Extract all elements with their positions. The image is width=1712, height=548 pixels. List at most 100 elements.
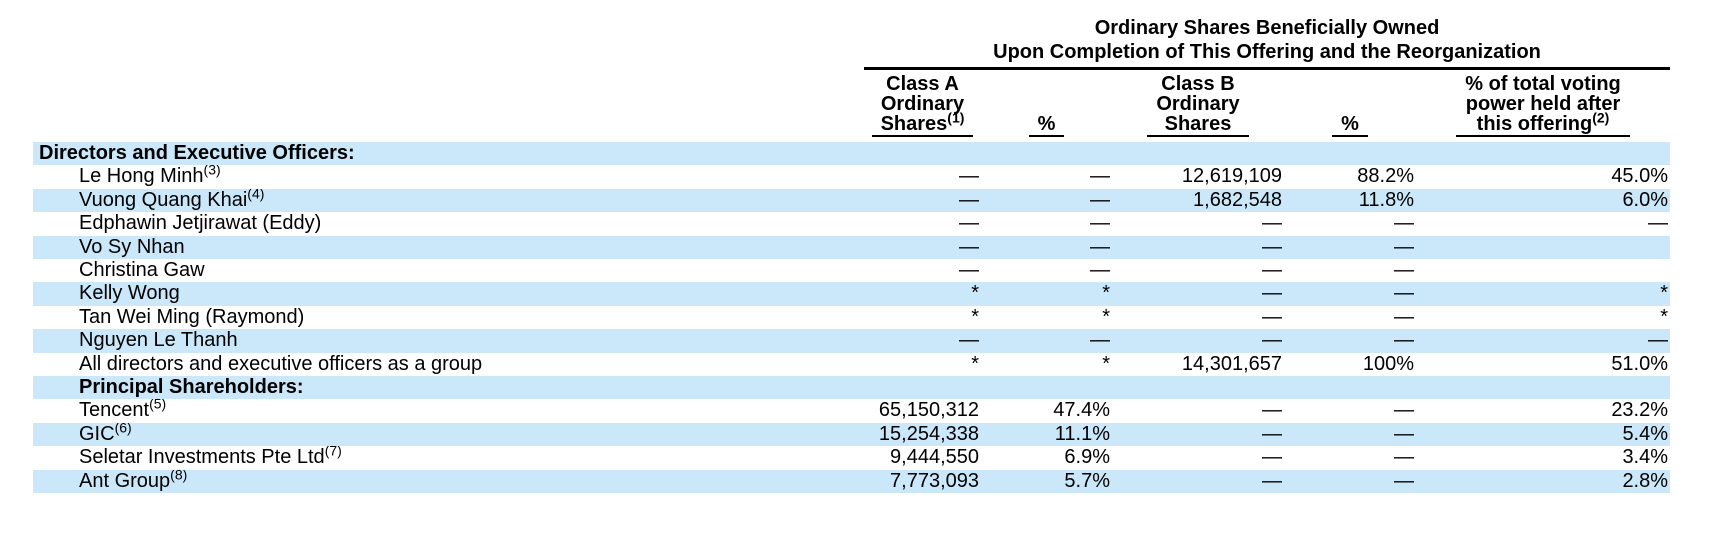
group-header-spacer <box>33 16 864 69</box>
cell-class-b-shares: 1,682,548 <box>1193 188 1282 211</box>
cell-class-a-shares: — <box>959 165 979 188</box>
row-label: Vo Sy Nhan <box>79 235 185 258</box>
footnote-ref-1: (1) <box>947 109 965 126</box>
column-header-class-b-percent: % <box>1284 69 1416 143</box>
row-label-cell: All directors and executive officers as … <box>33 353 864 376</box>
cell-class-b-shares <box>1112 376 1284 399</box>
cell-class-b-shares: — <box>1262 469 1282 492</box>
row-label: Nguyen Le Thanh <box>79 329 238 352</box>
row-label-cell: Edphawin Jetjirawat (Eddy) <box>33 212 864 235</box>
cell-voting-percent: 45.0% <box>1611 165 1669 188</box>
cell-class-a-percent: * <box>1102 305 1110 328</box>
cell-class-b-shares: — <box>1262 282 1282 305</box>
column-header-class-a-shares: Class A Ordinary Shares(1) <box>864 69 981 143</box>
column-header-percent-b-text: % <box>1341 113 1359 135</box>
row-label-cell: Ant Group(8) <box>33 470 864 493</box>
row-label: Christina Gaw <box>79 259 205 282</box>
cell-voting-percent: 51.0% <box>1611 352 1669 375</box>
cell-class-b-percent: — <box>1394 212 1414 235</box>
column-header-voting-power: % of total voting power held after this … <box>1416 69 1670 143</box>
row-label-cell: Vuong Quang Khai(4) <box>33 189 864 212</box>
table-row: Christina Gaw — — — — <box>33 259 1670 282</box>
footnote-ref-2: (2) <box>1592 109 1610 126</box>
cell-class-b-percent: — <box>1394 446 1414 469</box>
table-row: Tencent(5) 65,150,312 47.4% — — 23.2% <box>33 399 1670 422</box>
cell-class-a-shares: * <box>971 282 979 305</box>
row-label: Tan Wei Ming (Raymond) <box>79 305 305 328</box>
row-label: Directors and Executive Officers: <box>39 142 355 164</box>
cell-class-a-percent: — <box>1090 235 1110 258</box>
cell-voting-percent: 23.2% <box>1611 399 1669 422</box>
cell-voting-percent: 3.4% <box>1622 446 1669 469</box>
cell-class-a-percent: — <box>1090 259 1110 282</box>
beneficial-ownership-table: Ordinary Shares Beneficially Owned Upon … <box>33 16 1671 494</box>
table-row: Ant Group(8) 7,773,093 5.7% — — 2.8% <box>33 469 1671 494</box>
table-row: Kelly Wong * * — — * <box>33 282 1671 306</box>
row-label: Edphawin Jetjirawat (Eddy) <box>79 212 322 235</box>
cell-class-a-percent: * <box>1102 282 1110 305</box>
cell-class-a-shares: * <box>971 352 979 375</box>
row-label-cell: GIC(6) <box>33 423 864 446</box>
cell-class-b-percent <box>1284 376 1416 399</box>
cell-class-b-percent: — <box>1394 469 1414 492</box>
row-label: Vuong Quang Khai <box>79 188 248 211</box>
cell-class-b-shares: — <box>1262 329 1282 352</box>
row-label-cell: Seletar Investments Pte Ltd(7) <box>33 446 864 469</box>
cell-voting-percent <box>1416 259 1670 282</box>
row-label-cell: Le Hong Minh(3) <box>33 165 864 188</box>
cell-class-a-percent: — <box>1090 329 1110 352</box>
table-row: Le Hong Minh(3) — — 12,619,109 88.2% 45.… <box>33 165 1670 188</box>
cell-class-a-percent: — <box>1090 165 1110 188</box>
cell-class-b-percent: 100% <box>1362 352 1414 375</box>
cell-class-a-percent <box>981 142 1112 165</box>
row-label: Ant Group <box>79 469 171 492</box>
group-header-line2: Upon Completion of This Offering and the… <box>993 41 1541 63</box>
cell-class-b-percent: — <box>1394 422 1414 445</box>
cell-class-a-shares <box>864 376 981 399</box>
cell-voting-percent: — <box>1648 329 1669 352</box>
cell-class-b-shares <box>1112 142 1284 165</box>
cell-class-b-shares: — <box>1262 259 1282 282</box>
row-label-cell: Christina Gaw <box>33 259 864 282</box>
table-row: Vuong Quang Khai(4) — — 1,682,548 11.8% … <box>33 188 1671 213</box>
cell-class-b-shares: — <box>1262 212 1282 235</box>
cell-class-b-shares: — <box>1262 305 1282 328</box>
row-footnote-ref: (4) <box>247 188 265 202</box>
cell-voting-percent: 5.4% <box>1622 422 1669 445</box>
cell-class-b-shares: — <box>1262 399 1282 422</box>
cell-class-b-shares: 12,619,109 <box>1181 165 1282 188</box>
cell-class-a-percent: 47.4% <box>1053 399 1110 422</box>
cell-class-a-shares: — <box>959 235 979 258</box>
cell-class-b-percent <box>1284 142 1416 165</box>
group-header-row: Ordinary Shares Beneficially Owned Upon … <box>33 16 1671 70</box>
cell-voting-percent: 6.0% <box>1622 188 1669 211</box>
table-row: Directors and Executive Officers: <box>33 142 1671 166</box>
column-header-class-b-shares: Class B Ordinary Shares <box>1112 69 1284 143</box>
row-label-cell: Tencent(5) <box>33 399 864 422</box>
cell-class-a-shares: 9,444,550 <box>890 446 979 469</box>
row-label: Le Hong Minh <box>79 165 204 188</box>
cell-class-a-shares: — <box>959 259 979 282</box>
table-row: Seletar Investments Pte Ltd(7) 9,444,550… <box>33 446 1670 469</box>
column-header-row: Class A Ordinary Shares(1) % Class B Ord… <box>33 69 1670 143</box>
cell-class-a-percent: 5.7% <box>1064 469 1110 492</box>
column-header-spacer <box>33 69 864 143</box>
table-row: All directors and executive officers as … <box>33 353 1670 376</box>
table-row: Tan Wei Ming (Raymond) * * — — * <box>33 306 1670 329</box>
cell-voting-percent: — <box>1648 212 1669 235</box>
row-footnote-ref: (7) <box>324 446 342 459</box>
table-row: Vo Sy Nhan — — — — <box>33 235 1671 260</box>
table-row: Nguyen Le Thanh — — — — — <box>33 329 1671 353</box>
cell-class-a-shares: — <box>959 329 979 352</box>
cell-class-a-shares: — <box>959 212 979 235</box>
cell-class-b-shares: — <box>1262 422 1282 445</box>
cell-class-b-percent: — <box>1394 305 1414 328</box>
cell-class-a-percent: * <box>1102 352 1110 375</box>
cell-class-b-percent: 88.2% <box>1357 165 1414 188</box>
row-footnote-ref: (6) <box>114 422 132 436</box>
row-label: Kelly Wong <box>79 282 180 305</box>
cell-class-b-percent: — <box>1394 399 1414 422</box>
cell-class-b-percent: — <box>1394 259 1414 282</box>
column-header-class-a-text: Class A Ordinary Shares <box>880 73 965 135</box>
